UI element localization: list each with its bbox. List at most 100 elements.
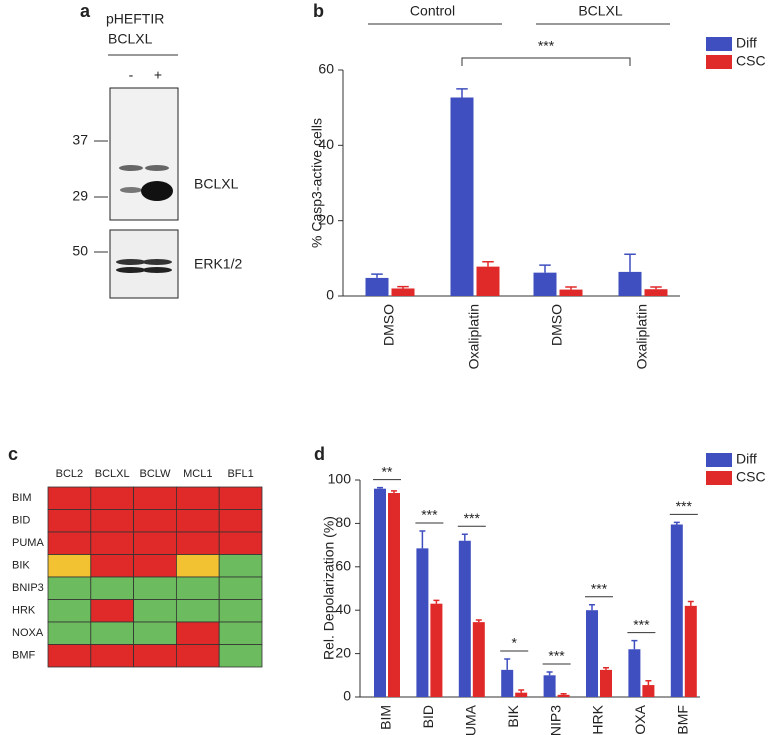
- heatmap-cell: [134, 555, 177, 578]
- bar: [600, 670, 612, 697]
- marker-label: 50: [72, 243, 88, 259]
- heatmap-cell: [176, 600, 219, 623]
- y-tick-label: 60: [335, 558, 351, 574]
- error-bar: [482, 262, 494, 267]
- bar: [473, 622, 485, 697]
- y-tick-label: 60: [318, 61, 334, 77]
- significance-bracket: [462, 58, 630, 66]
- heatmap-cell: [134, 622, 177, 645]
- legend-label: Diff: [736, 35, 757, 51]
- heatmap-cell: [48, 510, 91, 533]
- marker-label: 29: [72, 188, 88, 204]
- error-bar: [419, 531, 425, 548]
- legend-label: Diff: [736, 451, 757, 467]
- bar: [459, 541, 471, 697]
- bar: [558, 695, 570, 697]
- x-tick-label: BNIP3: [547, 705, 563, 735]
- construct-label: pHEFTIR: [106, 11, 164, 27]
- band: [119, 165, 143, 171]
- heatmap-cell: [48, 645, 91, 668]
- legend-swatch: [706, 55, 732, 69]
- error-bar: [688, 602, 694, 606]
- heatmap-cell: [91, 532, 134, 555]
- y-tick-label: 0: [343, 688, 351, 704]
- column-label: BFL1: [227, 468, 253, 480]
- significance-label: ***: [538, 38, 555, 54]
- panel-label: d: [314, 444, 325, 464]
- y-tick-label: 40: [318, 136, 334, 152]
- bar: [619, 272, 642, 296]
- marker-label: 37: [72, 132, 88, 148]
- band-label: ERK1/2: [194, 256, 242, 272]
- legend-swatch: [706, 471, 732, 485]
- heatmap-cell: [176, 532, 219, 555]
- heatmap-cell: [134, 487, 177, 510]
- heatmap-cell: [176, 645, 219, 668]
- y-tick-label: 0: [326, 287, 334, 303]
- y-tick-label: 20: [318, 211, 334, 227]
- bar: [374, 489, 386, 697]
- column-label: BCL2: [56, 468, 84, 480]
- row-label: PUMA: [12, 537, 44, 549]
- legend-swatch: [706, 453, 732, 467]
- error-bar: [631, 641, 637, 650]
- heatmap-cell: [219, 487, 262, 510]
- error-bar: [650, 287, 662, 289]
- bar: [560, 290, 583, 296]
- heatmap-cell: [91, 600, 134, 623]
- heatmap-cell: [134, 532, 177, 555]
- significance-label: ***: [591, 580, 608, 596]
- x-tick-label: DMSO: [549, 304, 565, 346]
- bar: [451, 97, 474, 296]
- bar: [477, 267, 500, 296]
- significance-label: ***: [676, 498, 693, 514]
- heatmap-cell: [176, 510, 219, 533]
- bar: [501, 670, 513, 697]
- legend-label: CSC: [736, 53, 766, 69]
- error-bar: [518, 690, 524, 693]
- heatmap-cell: [91, 510, 134, 533]
- y-tick-label: 100: [328, 471, 352, 487]
- condition-label: BCLXL: [108, 31, 153, 47]
- significance-label: ***: [464, 510, 481, 526]
- heatmap-cell: [134, 577, 177, 600]
- bar: [544, 675, 556, 697]
- error-bar: [603, 668, 609, 670]
- heatmap-cell: [91, 645, 134, 668]
- heatmap-cell: [219, 532, 262, 555]
- row-label: BNIP3: [12, 582, 44, 594]
- heatmap-cell: [91, 487, 134, 510]
- significance-label: ***: [633, 616, 650, 632]
- error-bar: [433, 600, 439, 603]
- heatmap-cell: [219, 622, 262, 645]
- heatmap-cell: [176, 555, 219, 578]
- column-label: MCL1: [183, 468, 212, 480]
- error-bar: [561, 694, 567, 695]
- x-tick-label: BMF: [675, 705, 691, 735]
- heatmap-cell: [91, 622, 134, 645]
- row-label: BMF: [12, 650, 36, 662]
- x-tick-label: BIK: [505, 704, 521, 727]
- panel-label: c: [8, 444, 18, 464]
- bar: [685, 606, 697, 697]
- heatmap-cell: [91, 577, 134, 600]
- column-label: BCLXL: [95, 468, 130, 480]
- heatmap-cell: [219, 600, 262, 623]
- error-bar: [645, 681, 651, 685]
- heatmap-cell: [219, 645, 262, 668]
- heatmap-cell: [219, 577, 262, 600]
- panel-label: a: [80, 1, 91, 21]
- x-tick-label: BID: [420, 705, 436, 728]
- heatmap-cell: [91, 555, 134, 578]
- group-label: Control: [410, 3, 455, 19]
- bar: [416, 548, 428, 697]
- significance-label: **: [382, 463, 393, 479]
- band: [142, 267, 172, 273]
- error-bar: [462, 534, 468, 541]
- y-tick-label: 40: [335, 601, 351, 617]
- band: [145, 165, 169, 171]
- band: [142, 259, 172, 265]
- bar: [642, 685, 654, 697]
- heatmap-cell: [219, 555, 262, 578]
